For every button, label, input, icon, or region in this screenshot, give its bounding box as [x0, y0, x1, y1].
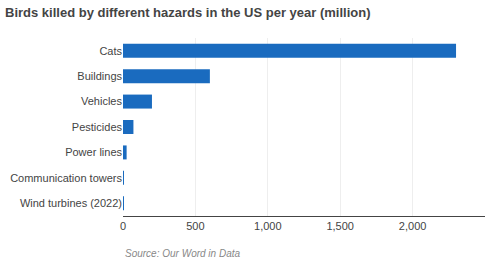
- svg-text:1,500: 1,500: [326, 220, 354, 232]
- svg-text:Cats: Cats: [99, 45, 122, 57]
- svg-text:2,000: 2,000: [399, 220, 427, 232]
- svg-text:1,000: 1,000: [254, 220, 282, 232]
- svg-text:Birds killed by different haza: Birds killed by different hazards in the…: [5, 5, 371, 20]
- svg-text:Pesticides: Pesticides: [72, 121, 123, 133]
- svg-text:Vehicles: Vehicles: [81, 95, 122, 107]
- svg-text:500: 500: [186, 220, 204, 232]
- svg-text:Communication towers: Communication towers: [10, 172, 122, 184]
- svg-text:Power lines: Power lines: [65, 146, 122, 158]
- svg-text:Source: Our Word in Data: Source: Our Word in Data: [125, 248, 240, 259]
- svg-text:0: 0: [120, 220, 126, 232]
- svg-text:Buildings: Buildings: [77, 70, 122, 82]
- svg-text:Wind turbines (2022): Wind turbines (2022): [20, 197, 122, 209]
